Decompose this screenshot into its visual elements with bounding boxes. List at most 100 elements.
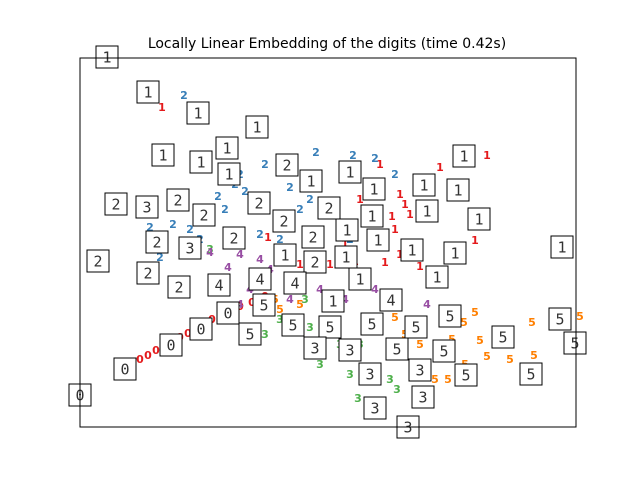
digit-point: 2 [169, 218, 177, 231]
digit-thumbnail: 1 [321, 289, 345, 313]
digit-point: 1 [391, 223, 399, 236]
digit-thumbnail: 1 [412, 173, 436, 197]
digit-thumbnail: 3 [408, 358, 432, 382]
digit-point: 1 [326, 258, 334, 271]
plot-area: 0000000000000001111111111111111111222222… [68, 45, 587, 439]
digit-thumbnail: 2 [192, 203, 216, 227]
thumbnail-digit: 1 [193, 105, 202, 123]
digit-thumbnail: 1 [136, 80, 160, 104]
thumbnail-digit: 1 [222, 140, 231, 158]
digit-point: 1 [436, 161, 444, 174]
digit-point: 0 [236, 300, 244, 313]
thumbnail-digit: 4 [386, 292, 395, 310]
thumbnail-digit: 1 [252, 119, 261, 137]
thumbnail-digit: 2 [152, 234, 161, 252]
thumbnail-digit: 5 [392, 341, 401, 359]
thumbnail-digit: 5 [526, 366, 535, 384]
thumbnail-digit: 3 [142, 199, 151, 217]
digit-point: 5 [530, 349, 538, 362]
digit-thumbnail: 5 [252, 293, 276, 317]
thumbnail-digit: 1 [419, 177, 428, 195]
thumbnail-box [95, 45, 119, 69]
digit-point: 3 [346, 368, 354, 381]
thumbnail-box [446, 178, 470, 202]
thumbnail-box [301, 225, 325, 249]
digit-point: 1 [296, 258, 304, 271]
digit-point: 0 [152, 344, 160, 357]
thumbnail-digit: 2 [199, 207, 208, 225]
digit-point: 3 [316, 358, 324, 371]
thumbnail-digit: 1 [143, 84, 152, 102]
digit-thumbnail: 4 [207, 273, 231, 297]
thumbnail-digit: 1 [342, 222, 351, 240]
digit-point: 1 [158, 101, 166, 114]
digit-thumbnail: 5 [281, 313, 305, 337]
digit-point: 4 [371, 283, 379, 296]
digit-point: 1 [406, 208, 414, 221]
thumbnail-box [415, 199, 439, 223]
digit-thumbnail: 4 [248, 267, 272, 291]
digit-point: 5 [576, 310, 584, 323]
digit-point: 5 [276, 303, 284, 316]
digit-point: 3 [276, 313, 284, 326]
thumbnail-digit: 5 [411, 319, 420, 337]
digit-thumbnail: 5 [438, 304, 462, 328]
digit-thumbnail: 1 [245, 115, 269, 139]
thumbnail-digit: 4 [214, 277, 223, 295]
thumbnail-digit: 2 [308, 229, 317, 247]
digit-point: 2 [391, 168, 399, 181]
thumbnail-digit: 1 [158, 147, 167, 165]
digit-thumbnail: 1 [425, 265, 449, 289]
digit-point: 4 [236, 248, 244, 261]
digit-thumbnail: 2 [317, 196, 341, 220]
digit-thumbnail: 5 [360, 312, 384, 336]
thumbnail-box [283, 271, 307, 295]
thumbnail-digit: 1 [196, 154, 205, 172]
digit-point: 1 [381, 256, 389, 269]
digit-thumbnail: 3 [178, 236, 202, 260]
thumbnail-digit: 1 [306, 173, 315, 191]
thumbnail-digit: 5 [461, 367, 470, 385]
digit-point: 5 [471, 306, 479, 319]
thumbnail-digit: 1 [328, 293, 337, 311]
thumbnail-box [334, 245, 358, 269]
digit-point: 4 [423, 298, 431, 311]
thumbnail-box [135, 195, 159, 219]
thumbnail-box [189, 150, 213, 174]
digit-thumbnail: 1 [446, 178, 470, 202]
thumbnail-digit: 1 [373, 232, 382, 250]
digit-point: 2 [180, 89, 188, 102]
digit-point: 5 [444, 373, 452, 386]
digit-thumbnail: 2 [145, 230, 169, 254]
digit-thumbnail: 1 [467, 207, 491, 231]
digit-thumbnail: 2 [86, 249, 110, 273]
digit-point: 3 [206, 243, 214, 256]
thumbnail-box [358, 362, 382, 386]
thumbnail-box [252, 293, 276, 317]
thumbnail-digit: 5 [570, 335, 579, 353]
digit-thumbnail: 2 [301, 225, 325, 249]
thumbnail-box [299, 169, 323, 193]
digit-thumbnail: 2 [167, 275, 191, 299]
digit-thumbnail: 2 [303, 250, 327, 274]
thumbnail-digit: 1 [557, 239, 566, 257]
digit-point: 1 [376, 158, 384, 171]
thumbnail-box [443, 241, 467, 265]
thumbnail-digit: 1 [450, 245, 459, 263]
thumbnail-digit: 0 [223, 305, 232, 323]
digit-thumbnail: 3 [358, 362, 382, 386]
digit-thumbnail: 4 [283, 271, 307, 295]
digit-thumbnail: 1 [348, 267, 372, 291]
thumbnail-box [189, 317, 213, 341]
digit-point: 3 [393, 383, 401, 396]
digit-point: 2 [186, 223, 194, 236]
digit-thumbnail: 2 [272, 209, 296, 233]
thumbnail-box [454, 363, 478, 387]
thumbnail-box [136, 80, 160, 104]
digit-thumbnail: 2 [247, 191, 271, 215]
digit-thumbnail: 1 [186, 101, 210, 125]
thumbnail-box [385, 337, 409, 361]
thumbnail-digit: 1 [355, 271, 364, 289]
thumbnail-box [338, 338, 362, 362]
